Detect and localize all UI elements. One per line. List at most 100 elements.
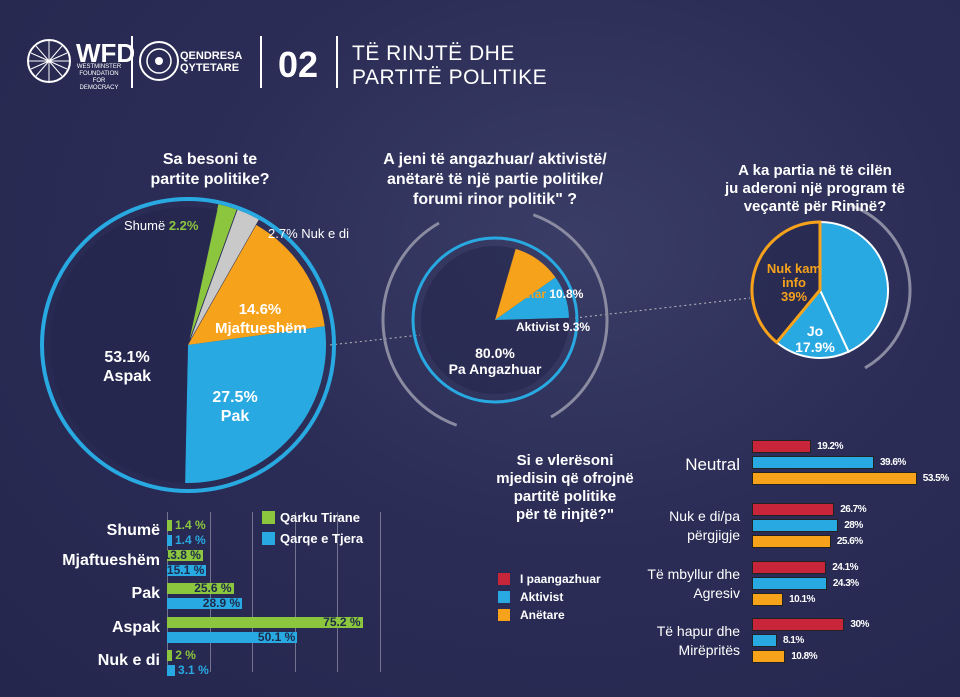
page-title: TË RINJTË DHE PARTITË POLITIKE bbox=[352, 42, 547, 90]
title-line1: TË RINJTË DHE bbox=[352, 42, 515, 65]
category-line2: Mirëpritës bbox=[678, 642, 740, 658]
bar-qarqe-e-tjera bbox=[167, 598, 243, 609]
pie-slice-anëtar bbox=[495, 248, 556, 320]
slice-label: Mjaftueshëm bbox=[215, 320, 307, 337]
slice-label: Aktivist bbox=[516, 320, 560, 334]
bar-anëtare bbox=[752, 593, 784, 606]
bar-aktivist bbox=[752, 519, 839, 532]
category-label: Të mbyllur dhe Agresiv bbox=[550, 565, 740, 603]
legend-swatch bbox=[498, 591, 510, 603]
divider bbox=[131, 36, 133, 88]
bar-aktivist bbox=[752, 456, 874, 469]
decorative-arc bbox=[532, 213, 609, 419]
slice-label: Shumë bbox=[124, 218, 166, 233]
pie-slice-aktivist bbox=[495, 277, 569, 320]
slice-value: 53.1% bbox=[104, 349, 150, 366]
slice-value: 17.9% bbox=[795, 339, 835, 355]
bar-value-label: 24.1% bbox=[832, 562, 859, 573]
bar-i-paangazhuar bbox=[752, 440, 812, 453]
slice-label: Pak bbox=[220, 408, 250, 425]
bar-qarku-tirane bbox=[167, 520, 172, 531]
pie1-question-line2: partite politike? bbox=[150, 171, 270, 188]
pie3-question-line1: A ka partia në të cilën bbox=[738, 162, 892, 179]
divider bbox=[260, 36, 262, 88]
pie3-question: A ka partia në të cilën ju aderoni një p… bbox=[700, 162, 930, 216]
qendresa-logo-text: QENDRESA QYTETARE bbox=[180, 50, 242, 74]
slice-value: 2.7% bbox=[268, 226, 298, 241]
pie3-label-jo: Jo 17.9% bbox=[790, 323, 840, 355]
category-line1: Të mbyllur dhe bbox=[647, 566, 740, 582]
bar-value-label: 10.1% bbox=[789, 594, 815, 605]
bar-value-label: 25.6 % bbox=[194, 581, 232, 595]
bar-value-label: 8.1% bbox=[782, 635, 804, 646]
bar-qarku-tirane bbox=[167, 550, 203, 561]
slice-label: Nuk kam info bbox=[766, 261, 822, 290]
bar-i-paangazhuar bbox=[752, 561, 827, 574]
legend-label: I paangazhuar bbox=[520, 572, 601, 586]
pie1-label-shume: Shumë 2.2% bbox=[124, 218, 198, 233]
slice-value: 43.1% bbox=[843, 284, 883, 300]
bar2-question-line4: për të rinjtë?" bbox=[516, 506, 614, 523]
gridline bbox=[379, 512, 381, 672]
bar2-question-line2: mjedisin që ofrojnë bbox=[496, 470, 634, 487]
bar-value-label: 75.2 % bbox=[323, 615, 361, 629]
gridline bbox=[337, 512, 338, 672]
bar-value-label: 1.4 % bbox=[175, 533, 206, 547]
bar-value-label: 13.8 % bbox=[163, 548, 201, 562]
category-line2: përgjigje bbox=[687, 527, 740, 543]
legend-label: Anëtare bbox=[520, 608, 565, 622]
wfd-subtitle: WESTMINSTER FOUNDATION FOR DEMOCRACY bbox=[76, 64, 122, 91]
bar2-question-line1: Si e vlerësoni bbox=[516, 452, 614, 469]
bar-value-label: 50.1 % bbox=[257, 630, 296, 644]
bar-value-label: 24.3% bbox=[832, 578, 859, 589]
qendresa-line2: QYTETARE bbox=[180, 62, 240, 74]
slice-label: Anëtar bbox=[508, 287, 547, 301]
bar-qarku-tirane bbox=[167, 583, 234, 594]
pie1-label-pak: 27.5% Pak bbox=[200, 388, 270, 426]
wfd-logo-text: WFD bbox=[76, 38, 136, 68]
pie1-question-line1: Sa besoni te bbox=[162, 151, 258, 168]
connector-line bbox=[329, 334, 421, 346]
pie-slice-pak bbox=[185, 326, 326, 483]
pie-slice-aspak bbox=[49, 207, 218, 483]
pie2-label-pa-angazhuar: 80.0% Pa Angazhuar bbox=[440, 345, 550, 377]
pie3-question-line2: ju aderoni një program të bbox=[724, 180, 906, 197]
category-label: Nuk e di bbox=[97, 652, 160, 669]
pie2-label-anetar: Anëtar 10.8% bbox=[508, 287, 583, 301]
bar-value-label: 10.8% bbox=[791, 651, 818, 662]
category-label: Aspak bbox=[111, 619, 160, 636]
pie2-question: A jeni të angazhuar/ aktivistë/ anëtarë … bbox=[370, 150, 620, 210]
bar-value-label: 53.5% bbox=[922, 473, 949, 484]
connector-line bbox=[574, 297, 751, 319]
section-number: 02 bbox=[278, 44, 319, 85]
bar-value-label: 1.4 % bbox=[175, 518, 206, 532]
slice-value: 9.3% bbox=[562, 320, 591, 334]
bar-value-label: 39.6% bbox=[879, 457, 906, 468]
pie2-question-line2: anëtarë të një partie politike/ bbox=[386, 171, 604, 188]
pie2-outline-ring bbox=[411, 236, 579, 404]
pie1-outline-ring bbox=[40, 197, 336, 493]
category-line1: Të hapur dhe bbox=[656, 623, 740, 639]
bar-value-label: 28% bbox=[844, 520, 863, 531]
category-label: Nuk e di/pa përgjigje bbox=[550, 507, 740, 545]
category-line1: Nuk e di/pa bbox=[669, 508, 740, 524]
legend-swatch-qarqe-e-tjera bbox=[262, 532, 275, 545]
pie-slice-nuk-kam-info bbox=[750, 220, 822, 345]
category-label: Shumë bbox=[106, 522, 160, 539]
bar-value-label: 28.9 % bbox=[202, 596, 241, 610]
slice-label: Pa Angazhuar bbox=[448, 361, 542, 377]
pie-slice-nuk-e-di bbox=[190, 209, 259, 340]
pie-slice-jo bbox=[775, 288, 850, 359]
category-label: Mjaftueshëm bbox=[62, 552, 160, 569]
legend-swatch-qarku-tirane bbox=[262, 511, 275, 524]
slice-label: Nuk e di bbox=[301, 226, 349, 241]
bar-qarqe-e-tjera bbox=[167, 535, 172, 546]
decorative-arc bbox=[381, 221, 458, 427]
category-line2: Agresiv bbox=[693, 585, 740, 601]
slice-label: Po bbox=[854, 268, 872, 284]
pie3-label-nuk-kam-info: Nuk kam info 39% bbox=[764, 262, 824, 304]
bar-qarqe-e-tjera bbox=[167, 632, 298, 643]
legend-label: Qarqe e Tjera bbox=[280, 531, 364, 546]
category-label: Të hapur dhe Mirëpritës bbox=[550, 622, 740, 660]
bar2-question-line3: partitë politike bbox=[513, 488, 617, 505]
